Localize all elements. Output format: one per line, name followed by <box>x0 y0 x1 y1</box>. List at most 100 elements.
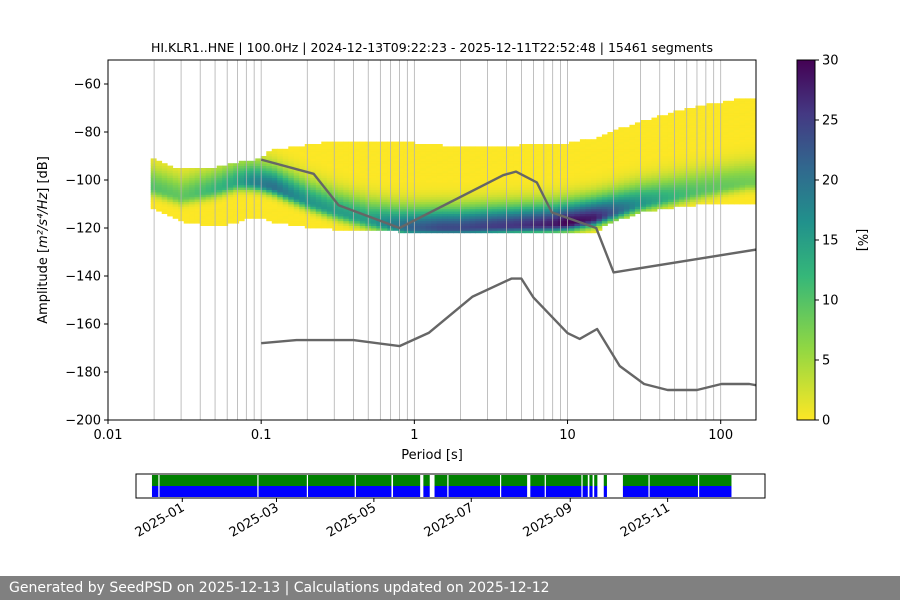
heatmap-cell <box>651 194 658 198</box>
heatmap-cell <box>563 192 570 195</box>
heatmap-cell <box>370 208 377 212</box>
heatmap-cell <box>590 163 597 166</box>
heatmap-cell <box>678 146 685 150</box>
heatmap-cell <box>288 192 295 195</box>
heatmap-cell <box>442 156 449 159</box>
heatmap-cell <box>205 168 212 171</box>
heatmap-cell <box>673 180 680 183</box>
heatmap-cell <box>414 204 421 207</box>
heatmap-cell <box>266 211 273 214</box>
heatmap-cell <box>684 196 691 200</box>
heatmap-cell <box>722 177 729 181</box>
heatmap-cell <box>596 208 603 212</box>
heatmap-cell <box>579 163 586 166</box>
heatmap-cell <box>464 172 471 176</box>
heatmap-cell <box>403 192 410 195</box>
heatmap-cell <box>343 213 350 217</box>
heatmap-cell <box>574 211 581 214</box>
heatmap-cell <box>475 206 482 210</box>
heatmap-cell <box>376 148 383 152</box>
heatmap-cell <box>299 148 306 152</box>
heatmap-cell <box>326 189 333 193</box>
heatmap-cell <box>398 216 405 219</box>
heatmap-cell <box>150 206 157 210</box>
heatmap-cell <box>651 177 658 181</box>
heatmap-cell <box>689 158 696 162</box>
heatmap-cell <box>277 153 284 157</box>
heatmap-cell <box>189 216 196 219</box>
heatmap-cell <box>337 213 344 217</box>
heatmap-cell <box>381 189 388 193</box>
heatmap-cell <box>739 187 746 190</box>
heatmap-cell <box>563 199 570 202</box>
heatmap-cell <box>436 172 443 176</box>
heatmap-cell <box>739 115 746 118</box>
heatmap-cell <box>546 148 553 152</box>
heatmap-cell <box>310 208 317 212</box>
heatmap-cell <box>299 216 306 219</box>
heatmap-cell <box>337 228 344 231</box>
heatmap-cell <box>409 165 416 169</box>
heatmap-cell <box>414 208 421 212</box>
heatmap-cell <box>359 141 366 145</box>
heatmap-cell <box>590 160 597 164</box>
heatmap-cell <box>321 206 328 210</box>
heatmap-cell <box>552 172 559 176</box>
heatmap-cell <box>574 180 581 183</box>
heatmap-cell <box>546 225 553 229</box>
heatmap-cell <box>326 148 333 152</box>
heatmap-cell <box>568 144 575 147</box>
heatmap-cell <box>189 180 196 183</box>
heatmap-cell <box>271 170 278 174</box>
heatmap-cell <box>304 151 311 154</box>
heatmap-cell <box>508 225 515 229</box>
heatmap-cell <box>288 184 295 188</box>
heatmap-cell <box>447 208 454 212</box>
heatmap-cell <box>502 187 509 190</box>
heatmap-cell <box>299 211 306 214</box>
heatmap-cell <box>546 163 553 166</box>
heatmap-cell <box>249 180 256 183</box>
heatmap-cell <box>541 153 548 157</box>
heatmap-cell <box>546 165 553 169</box>
timeline-tick-label: 2025-05 <box>324 500 379 540</box>
heatmap-cell <box>491 192 498 195</box>
heatmap-cell <box>200 184 207 188</box>
heatmap-cell <box>469 153 476 157</box>
heatmap-cell <box>326 144 333 147</box>
heatmap-cell <box>453 225 460 229</box>
heatmap-cell <box>585 208 592 212</box>
heatmap-cell <box>585 199 592 202</box>
heatmap-cell <box>662 139 669 142</box>
heatmap-cell <box>508 160 515 164</box>
heatmap-cell <box>376 208 383 212</box>
availability-gap <box>544 475 546 497</box>
heatmap-cell <box>381 218 388 222</box>
heatmap-cell <box>695 115 702 118</box>
heatmap-cell <box>172 172 179 176</box>
heatmap-cell <box>282 160 289 164</box>
heatmap-cell <box>288 170 295 174</box>
heatmap-cell <box>612 196 619 200</box>
heatmap-cell <box>552 228 559 231</box>
heatmap-cell <box>607 192 614 195</box>
heatmap-cell <box>442 172 449 176</box>
heatmap-cell <box>425 206 432 210</box>
heatmap-cell <box>442 220 449 224</box>
heatmap-cell <box>563 160 570 164</box>
heatmap-cell <box>623 146 630 150</box>
heatmap-cell <box>420 230 427 234</box>
heatmap-cell <box>722 124 729 128</box>
heatmap-cell <box>535 192 542 195</box>
heatmap-cell <box>431 192 438 195</box>
heatmap-cell <box>667 184 674 188</box>
heatmap-cell <box>183 194 190 198</box>
heatmap-cell <box>343 177 350 181</box>
heatmap-cell <box>689 148 696 152</box>
heatmap-cell <box>651 180 658 183</box>
heatmap-cell <box>623 206 630 210</box>
heatmap-cell <box>282 177 289 181</box>
heatmap-cell <box>744 194 751 198</box>
heatmap-cell <box>227 184 234 188</box>
heatmap-cell <box>491 199 498 202</box>
